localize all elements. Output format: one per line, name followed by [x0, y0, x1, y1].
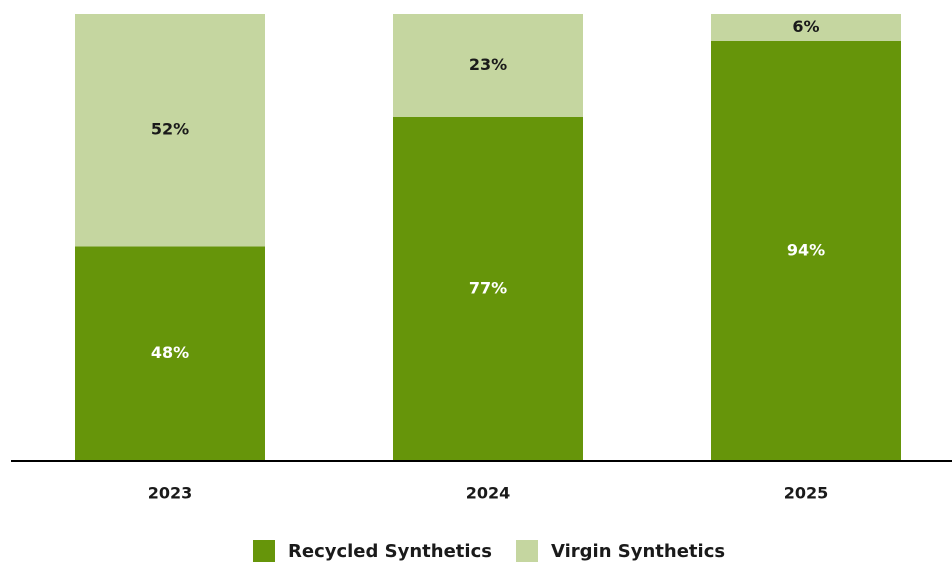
x-tick-label: 2024	[466, 484, 511, 503]
legend-swatch	[516, 540, 538, 562]
value-label: 94%	[787, 240, 825, 259]
legend-label: Virgin Synthetics	[551, 541, 725, 562]
bar-segment	[393, 14, 583, 117]
bar-segment	[711, 14, 901, 41]
bar-segment	[75, 246, 265, 461]
bar-segment	[711, 40, 901, 461]
bar-segment	[393, 116, 583, 461]
x-tick-label: 2023	[148, 484, 193, 503]
value-label: 77%	[469, 278, 507, 297]
bar-segment	[75, 14, 265, 247]
value-label: 52%	[151, 120, 189, 139]
legend-swatch	[253, 540, 275, 562]
value-label: 23%	[469, 55, 507, 74]
legend-label: Recycled Synthetics	[288, 541, 492, 562]
x-tick-label: 2025	[784, 484, 829, 503]
value-label: 48%	[151, 343, 189, 362]
value-label: 6%	[792, 17, 819, 36]
